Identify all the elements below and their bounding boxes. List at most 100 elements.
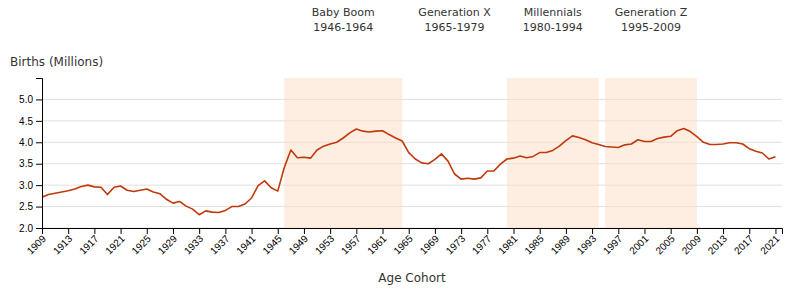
y-tick: 5.0: [19, 94, 42, 105]
y-axis-line: [36, 79, 43, 229]
x-tick: 1921: [103, 228, 127, 256]
marks: [42, 78, 775, 228]
x-tick: 2017: [732, 228, 756, 256]
y-tick-label: 2.0: [19, 223, 33, 234]
shaded-region: [284, 78, 402, 228]
y-axis: 2.0 2.5 3.0 3.5 4.0 4.5 5.0: [19, 79, 42, 234]
x-axis: 1909191319171921192519291933193719411945…: [25, 228, 783, 256]
y-tick: 3.0: [19, 180, 42, 191]
x-tick: 1909: [25, 228, 49, 256]
y-axis-title: Births (Millions): [10, 55, 103, 69]
x-tick-mark: [487, 228, 488, 234]
y-tick-label: 2.5: [19, 201, 33, 212]
x-tick-mark: [697, 228, 698, 234]
y-tick-label: 3.0: [19, 180, 33, 191]
annotation: 1980-1994: [523, 21, 583, 34]
x-tick-mark: [749, 228, 750, 234]
y-tick: 2.5: [19, 201, 42, 212]
x-tick: 1989: [549, 228, 573, 256]
x-tick-label: 1953: [313, 233, 337, 257]
chart: 2.02.53.03.54.04.55.01909191319171921192…: [0, 0, 800, 290]
x-tick-mark: [147, 228, 148, 234]
y-tick-mark: [36, 99, 42, 100]
x-tick-mark: [775, 228, 776, 234]
x-tick: 1953: [313, 228, 337, 256]
annotation: Generation X: [418, 6, 491, 19]
x-tick-label: 1973: [444, 233, 468, 257]
shaded-region: [507, 78, 599, 228]
x-tick: 1993: [575, 228, 599, 256]
x-tick: 1965: [391, 228, 415, 256]
data-line: [42, 129, 775, 215]
x-tick: 1929: [156, 228, 180, 256]
x-tick-mark: [644, 228, 645, 234]
x-axis-title: Age Cohort: [378, 271, 446, 285]
x-tick-mark: [540, 228, 541, 234]
x-tick-mark: [304, 228, 305, 234]
x-tick-label: 1993: [575, 233, 599, 257]
x-tick-label: 1913: [51, 233, 75, 257]
x-tick: 2005: [653, 228, 677, 256]
x-tick-mark: [383, 228, 384, 234]
y-tick-label: 4.5: [19, 116, 33, 127]
x-tick-mark: [566, 228, 567, 234]
annotation: Generation Z: [615, 6, 688, 19]
y-tick: 3.5: [19, 158, 42, 169]
x-tick-mark: [435, 228, 436, 234]
y-tick-label: 5.0: [19, 94, 33, 105]
x-tick: 1973: [444, 228, 468, 256]
x-tick: 2013: [706, 228, 730, 256]
x-tick: 1981: [496, 228, 520, 256]
y-tick-label: 4.0: [19, 137, 33, 148]
x-tick: 1941: [234, 228, 258, 256]
x-tick-label: 1997: [601, 233, 625, 257]
x-tick-mark: [723, 228, 724, 234]
x-tick-label: 1925: [129, 233, 153, 257]
x-tick: 1933: [182, 228, 206, 256]
x-tick-label: 2009: [680, 233, 704, 257]
plot-area: 2.02.53.03.54.04.55.01909191319171921192…: [19, 78, 782, 256]
x-tick-label: 1933: [182, 233, 206, 257]
y-tick-mark: [36, 121, 42, 122]
x-tick-mark: [225, 228, 226, 234]
x-tick-mark: [514, 228, 515, 234]
y-tick-mark: [36, 142, 42, 143]
x-tick-mark: [42, 228, 43, 234]
x-tick-label: 1949: [287, 233, 311, 257]
x-tick-label: 2005: [653, 233, 677, 257]
x-tick-label: 1981: [496, 233, 520, 257]
x-tick: 2001: [627, 228, 651, 256]
x-tick-label: 1969: [418, 233, 442, 257]
y-tick-mark: [36, 228, 42, 229]
y-tick-label: 3.5: [19, 158, 33, 169]
x-tick-label: 2013: [706, 233, 730, 257]
x-tick-mark: [68, 228, 69, 234]
x-tick: 1985: [522, 228, 546, 256]
y-tick-mark: [36, 185, 42, 186]
x-tick-label: 1965: [391, 233, 415, 257]
x-tick-label: 1961: [365, 233, 389, 257]
annotation: 1965-1979: [425, 21, 485, 34]
x-tick-label: 1957: [339, 233, 363, 257]
annotation: Baby Boom: [312, 6, 375, 19]
x-tick-mark: [121, 228, 122, 234]
annotation: 1995-2009: [621, 21, 681, 34]
x-tick-mark: [330, 228, 331, 234]
x-tick: 1969: [418, 228, 442, 256]
x-tick-label: 2017: [732, 233, 756, 257]
x-tick-mark: [278, 228, 279, 234]
x-tick-label: 1909: [25, 233, 49, 257]
x-tick-mark: [592, 228, 593, 234]
x-tick-label: 1929: [156, 233, 180, 257]
x-tick-mark: [173, 228, 174, 234]
x-tick-mark: [252, 228, 253, 234]
x-tick: 1917: [77, 228, 101, 256]
shaded-regions: [284, 78, 697, 228]
x-tick-label: 1945: [260, 233, 284, 257]
x-tick-mark: [409, 228, 410, 234]
x-tick: 1961: [365, 228, 389, 256]
x-tick-label: 1985: [522, 233, 546, 257]
x-tick-label: 2021: [758, 233, 782, 257]
x-tick: 1937: [208, 228, 232, 256]
x-tick: 1997: [601, 228, 625, 256]
